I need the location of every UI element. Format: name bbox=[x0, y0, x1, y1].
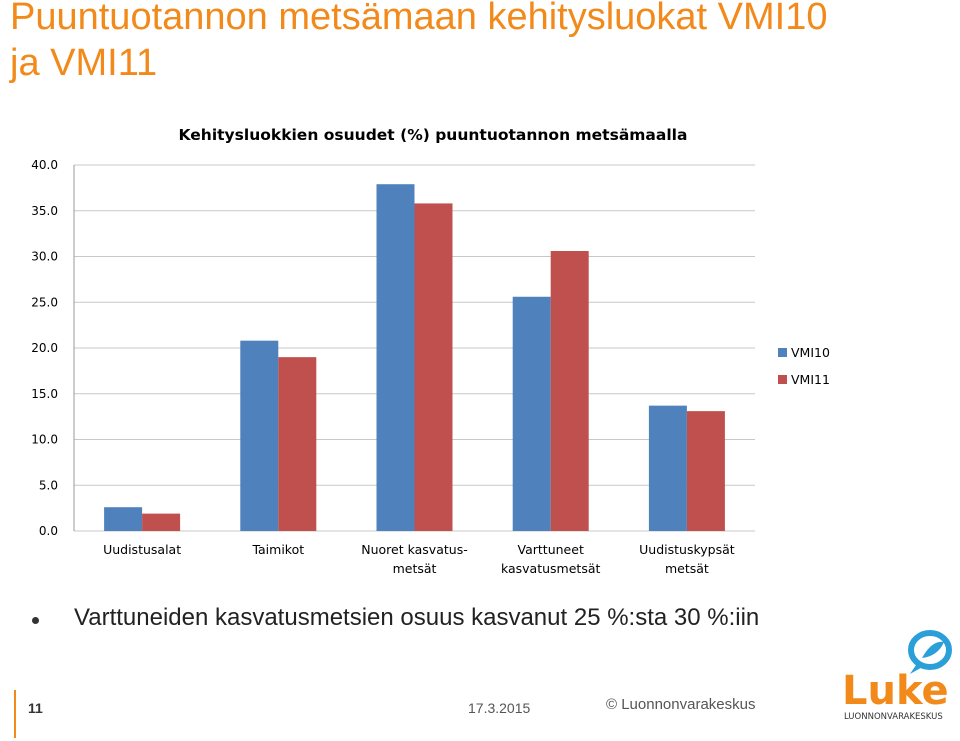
bar-chart: Kehitysluokkien osuudet (%) puuntuotanno… bbox=[31, 126, 830, 576]
slide-title: Puuntuotannon metsämaan kehitysluokat VM… bbox=[10, 0, 910, 86]
bar-vmi10-2 bbox=[376, 184, 415, 531]
slide-title-line1: Puuntuotannon metsämaan kehitysluokat VM… bbox=[10, 0, 828, 38]
bar-vmi11-0 bbox=[142, 513, 181, 531]
bar-vmi11-3 bbox=[550, 251, 589, 531]
y-axis-ticks: 0.0 5.0 10.0 15.0 20.0 25.0 30.0 35.0 40.0 bbox=[31, 158, 58, 538]
bullet-dot bbox=[32, 617, 39, 624]
legend-swatch-vmi10 bbox=[778, 348, 787, 357]
leaf-bubble-icon bbox=[908, 630, 952, 674]
y-tick-label: 10.0 bbox=[31, 433, 58, 447]
bar-vmi10-1 bbox=[240, 340, 279, 531]
x-category-label: Uudistusalat bbox=[103, 542, 181, 557]
chart-title: Kehitysluokkien osuudet (%) puuntuotanno… bbox=[179, 126, 688, 144]
y-tick-label: 35.0 bbox=[31, 204, 58, 218]
bar-vmi11-2 bbox=[414, 203, 453, 531]
logo-wordmark: Luke bbox=[842, 668, 949, 714]
legend-label-vmi10: VMI10 bbox=[791, 345, 830, 360]
bar-vmi10-3 bbox=[512, 296, 551, 531]
footer-copyright: © Luonnonvarakeskus bbox=[606, 696, 756, 713]
x-category-label: Taimikot bbox=[251, 542, 304, 557]
footer-divider bbox=[14, 690, 16, 738]
footer-date: 17.3.2015 bbox=[468, 700, 531, 716]
legend-label-vmi11: VMI11 bbox=[791, 372, 830, 387]
y-tick-label: 40.0 bbox=[31, 158, 58, 172]
slide-title-line2: ja VMI11 bbox=[10, 42, 158, 84]
x-category-label: Uudistuskypsät bbox=[639, 542, 735, 557]
legend-swatch-vmi11 bbox=[778, 375, 787, 384]
bars bbox=[104, 184, 725, 531]
bar-vmi10-0 bbox=[104, 507, 143, 531]
x-category-label: metsät bbox=[393, 561, 437, 576]
bar-vmi11-1 bbox=[278, 357, 317, 531]
bar-vmi10-4 bbox=[648, 405, 687, 531]
x-axis-labels: Uudistusalat Taimikot Nuoret kasvatus-mets… bbox=[103, 542, 735, 576]
bar-vmi11-4 bbox=[686, 411, 725, 531]
luke-logo: Luke LUONNONVARAKESKUS bbox=[842, 630, 952, 722]
legend: VMI10 VMI11 bbox=[778, 345, 830, 387]
page-number: 11 bbox=[28, 700, 43, 716]
y-tick-label: 30.0 bbox=[31, 250, 58, 264]
x-category-label: metsät bbox=[665, 561, 709, 576]
x-category-label: Varttuneet bbox=[518, 542, 584, 557]
y-tick-label: 25.0 bbox=[31, 295, 58, 309]
y-tick-label: 20.0 bbox=[31, 341, 58, 355]
y-tick-label: 0.0 bbox=[39, 524, 58, 538]
y-tick-label: 5.0 bbox=[39, 478, 58, 492]
x-category-label: kasvatusmetsät bbox=[501, 561, 601, 576]
logo-subtext: LUONNONVARAKESKUS bbox=[844, 712, 943, 722]
bullet-text: Varttuneiden kasvatusmetsien osuus kasva… bbox=[74, 604, 760, 631]
x-category-label: Nuoret kasvatus- bbox=[361, 542, 467, 557]
y-tick-label: 15.0 bbox=[31, 387, 58, 401]
